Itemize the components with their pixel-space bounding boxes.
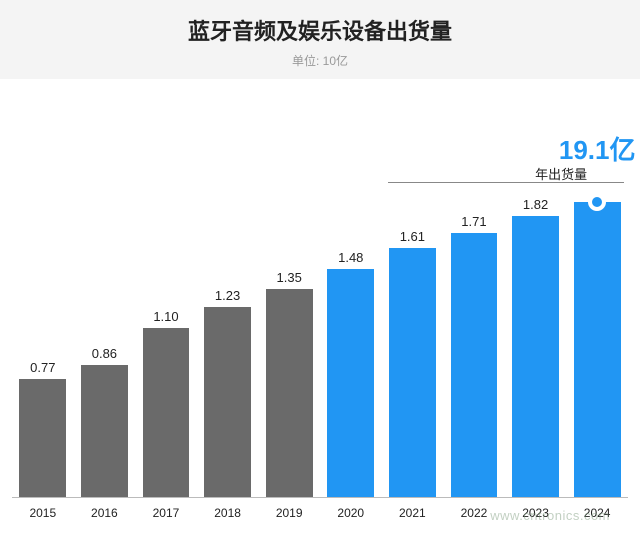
bar-slot: 1.48 bbox=[320, 250, 382, 498]
bar-value-label: 0.77 bbox=[30, 360, 55, 375]
bar bbox=[266, 289, 313, 498]
bar-slot bbox=[566, 198, 628, 498]
final-point-marker bbox=[588, 193, 606, 211]
bar-value-label: 1.61 bbox=[400, 229, 425, 244]
bar bbox=[81, 365, 128, 498]
x-baseline bbox=[12, 497, 628, 498]
x-tick-label: 2020 bbox=[320, 506, 382, 520]
bar bbox=[143, 328, 190, 499]
x-tick-label: 2017 bbox=[135, 506, 197, 520]
chart-container: 蓝牙音频及娱乐设备出货量 单位: 10亿 19.1亿 年出货量 0.770.86… bbox=[0, 0, 640, 537]
bar bbox=[451, 233, 498, 498]
bar bbox=[574, 202, 621, 498]
x-tick-label: 2021 bbox=[382, 506, 444, 520]
x-tick-label: 2016 bbox=[74, 506, 136, 520]
bar-slot: 1.23 bbox=[197, 288, 259, 498]
bar-value-label: 1.10 bbox=[153, 309, 178, 324]
bar bbox=[389, 248, 436, 498]
bar bbox=[19, 379, 66, 498]
bar bbox=[512, 216, 559, 498]
bar-slot: 1.61 bbox=[382, 229, 444, 498]
bar-value-label: 1.23 bbox=[215, 288, 240, 303]
bar-slot: 1.10 bbox=[135, 309, 197, 499]
chart-header: 蓝牙音频及娱乐设备出货量 单位: 10亿 bbox=[0, 0, 640, 79]
bar-slot: 1.82 bbox=[505, 197, 567, 498]
bars-group: 0.77 0.86 1.10 1.23 1.35 1.48 1.61 1.71 1.82 bbox=[12, 168, 628, 498]
x-tick-label: 2019 bbox=[258, 506, 320, 520]
chart-subtitle: 单位: 10亿 bbox=[0, 52, 640, 69]
callout-value: 19.1亿 bbox=[537, 130, 640, 167]
bar-value-label: 1.71 bbox=[461, 214, 486, 229]
chart-title: 蓝牙音频及娱乐设备出货量 bbox=[0, 14, 640, 46]
watermark-text: www.cntronics.com bbox=[490, 508, 610, 523]
bar-slot: 0.77 bbox=[12, 360, 74, 498]
bar bbox=[204, 307, 251, 498]
bar-slot: 0.86 bbox=[74, 346, 136, 498]
x-tick-label: 2015 bbox=[12, 506, 74, 520]
bar-slot: 1.35 bbox=[258, 270, 320, 498]
bar-value-label: 1.48 bbox=[338, 250, 363, 265]
plot-area: 0.77 0.86 1.10 1.23 1.35 1.48 1.61 1.71 1.82 bbox=[12, 168, 628, 498]
bar-value-label: 1.82 bbox=[523, 197, 548, 212]
x-tick-label: 2018 bbox=[197, 506, 259, 520]
bar-slot: 1.71 bbox=[443, 214, 505, 498]
bar-value-label: 0.86 bbox=[92, 346, 117, 361]
bar bbox=[327, 269, 374, 498]
bar-value-label: 1.35 bbox=[277, 270, 302, 285]
